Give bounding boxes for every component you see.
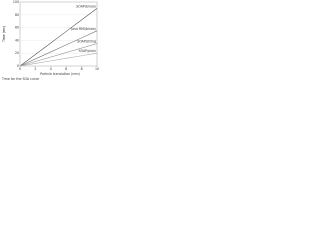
series-line bbox=[19, 52, 98, 67]
series-label: Java RMI/binary bbox=[70, 27, 96, 31]
y-axis-label: Time (ms) bbox=[2, 26, 6, 43]
x-tick-label: 8 bbox=[81, 67, 83, 71]
x-tick-label: 10 bbox=[95, 67, 99, 71]
y-tick-label: 80 bbox=[15, 13, 19, 17]
y-tick-label: 100 bbox=[13, 0, 19, 4]
series-label: SOAP/binary bbox=[76, 4, 96, 8]
series-line bbox=[19, 43, 98, 67]
y-tick-label: 0 bbox=[17, 64, 19, 68]
series-label: SOAP/string bbox=[77, 40, 96, 44]
y-tick-label: 60 bbox=[15, 26, 19, 30]
x-tick-label: 2 bbox=[34, 67, 36, 71]
x-tick-label: 0 bbox=[19, 67, 21, 71]
page: {"chart_data":{"type":"line","x_label":"… bbox=[0, 0, 320, 81]
chart: Time (ms) Particle translation (mm) Time… bbox=[1, 0, 99, 81]
y-tick-label: 40 bbox=[15, 38, 19, 42]
x-tick-label: 4 bbox=[50, 67, 52, 71]
series-label: SOAP/plain bbox=[79, 49, 96, 53]
x-axis-label: Particle translation (mm) bbox=[40, 72, 80, 76]
caption: Time for the SOA curve bbox=[1, 77, 39, 81]
series-line bbox=[19, 8, 98, 67]
plot-area bbox=[19, 1, 98, 67]
series-line bbox=[19, 30, 98, 67]
y-tick-label: 20 bbox=[15, 51, 19, 55]
x-tick-label: 6 bbox=[65, 67, 67, 71]
